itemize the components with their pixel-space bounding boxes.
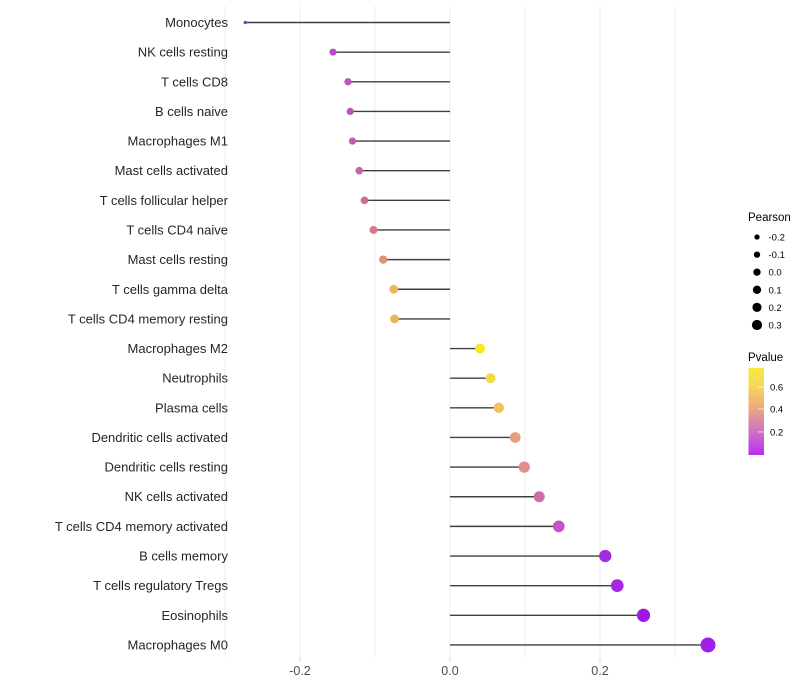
- data-point: [389, 284, 399, 294]
- data-point: [552, 520, 565, 533]
- category-label: Mast cells resting: [128, 252, 228, 267]
- data-point: [346, 107, 354, 116]
- color-legend-title: Pvalue: [748, 352, 783, 364]
- category-label: Macrophages M2: [128, 341, 228, 356]
- data-point: [533, 491, 545, 503]
- category-label: Mast cells activated: [115, 163, 228, 178]
- colorbar-tick-label: 0.4: [770, 404, 783, 415]
- size-legend-swatch: [753, 251, 761, 258]
- data-point: [348, 137, 357, 145]
- category-label: T cells follicular helper: [100, 193, 229, 208]
- category-label: T cells CD4 memory activated: [55, 519, 228, 534]
- size-legend-swatch: [753, 268, 761, 276]
- data-point: [610, 579, 624, 593]
- category-label: Dendritic cells resting: [104, 460, 228, 475]
- data-point: [636, 608, 651, 622]
- size-legend-swatch: [752, 302, 762, 312]
- data-point: [509, 432, 521, 443]
- data-point: [369, 225, 378, 234]
- data-point: [360, 196, 369, 205]
- category-label: NK cells activated: [125, 489, 228, 504]
- category-label: Monocytes: [165, 15, 228, 30]
- size-legend-label: -0.1: [769, 250, 785, 261]
- data-point: [493, 402, 504, 413]
- category-label: T cells CD4 memory resting: [68, 311, 228, 326]
- colorbar-tick-label: 0.6: [770, 383, 783, 394]
- data-point: [329, 48, 337, 56]
- category-label: Eosinophils: [162, 608, 229, 623]
- category-label: T cells CD8: [161, 74, 228, 89]
- data-point: [355, 166, 364, 175]
- pvalue-colorbar: [748, 368, 764, 455]
- category-label: NK cells resting: [138, 45, 228, 60]
- category-label: Plasma cells: [155, 400, 228, 415]
- data-point: [475, 343, 485, 354]
- category-label: Neutrophils: [162, 371, 228, 386]
- colorbar-tick-label: 0.2: [770, 427, 783, 438]
- size-legend-swatch: [752, 285, 762, 294]
- category-label: Dendritic cells activated: [91, 430, 228, 445]
- category-label: T cells regulatory Tregs: [93, 578, 228, 593]
- category-label: T cells CD4 naive: [126, 222, 228, 237]
- data-point: [390, 314, 399, 324]
- size-legend-label: 0.3: [769, 321, 782, 332]
- data-point: [518, 461, 530, 473]
- size-legend-swatch: [754, 234, 760, 240]
- size-legend-label: 0.1: [769, 285, 782, 296]
- x-axis-tick-label: 0.2: [591, 664, 608, 678]
- category-label: Macrophages M1: [128, 134, 228, 149]
- data-point: [379, 255, 388, 264]
- category-label: Macrophages M0: [128, 637, 228, 652]
- data-point: [344, 78, 352, 86]
- x-axis-tick-label: -0.2: [289, 664, 311, 678]
- data-point: [599, 549, 612, 563]
- data-point: [700, 637, 716, 653]
- category-label: T cells gamma delta: [112, 282, 229, 297]
- category-label: B cells naive: [155, 104, 228, 119]
- size-legend-swatch: [751, 319, 763, 331]
- data-point: [243, 20, 247, 25]
- x-axis-tick-label: 0.0: [441, 664, 458, 678]
- size-legend-label: -0.2: [769, 233, 785, 244]
- category-label: B cells memory: [139, 549, 228, 564]
- data-point: [485, 373, 496, 384]
- size-legend-title: Pearson: [748, 212, 791, 224]
- size-legend-label: 0.2: [769, 303, 782, 314]
- size-legend-label: 0.0: [769, 268, 782, 279]
